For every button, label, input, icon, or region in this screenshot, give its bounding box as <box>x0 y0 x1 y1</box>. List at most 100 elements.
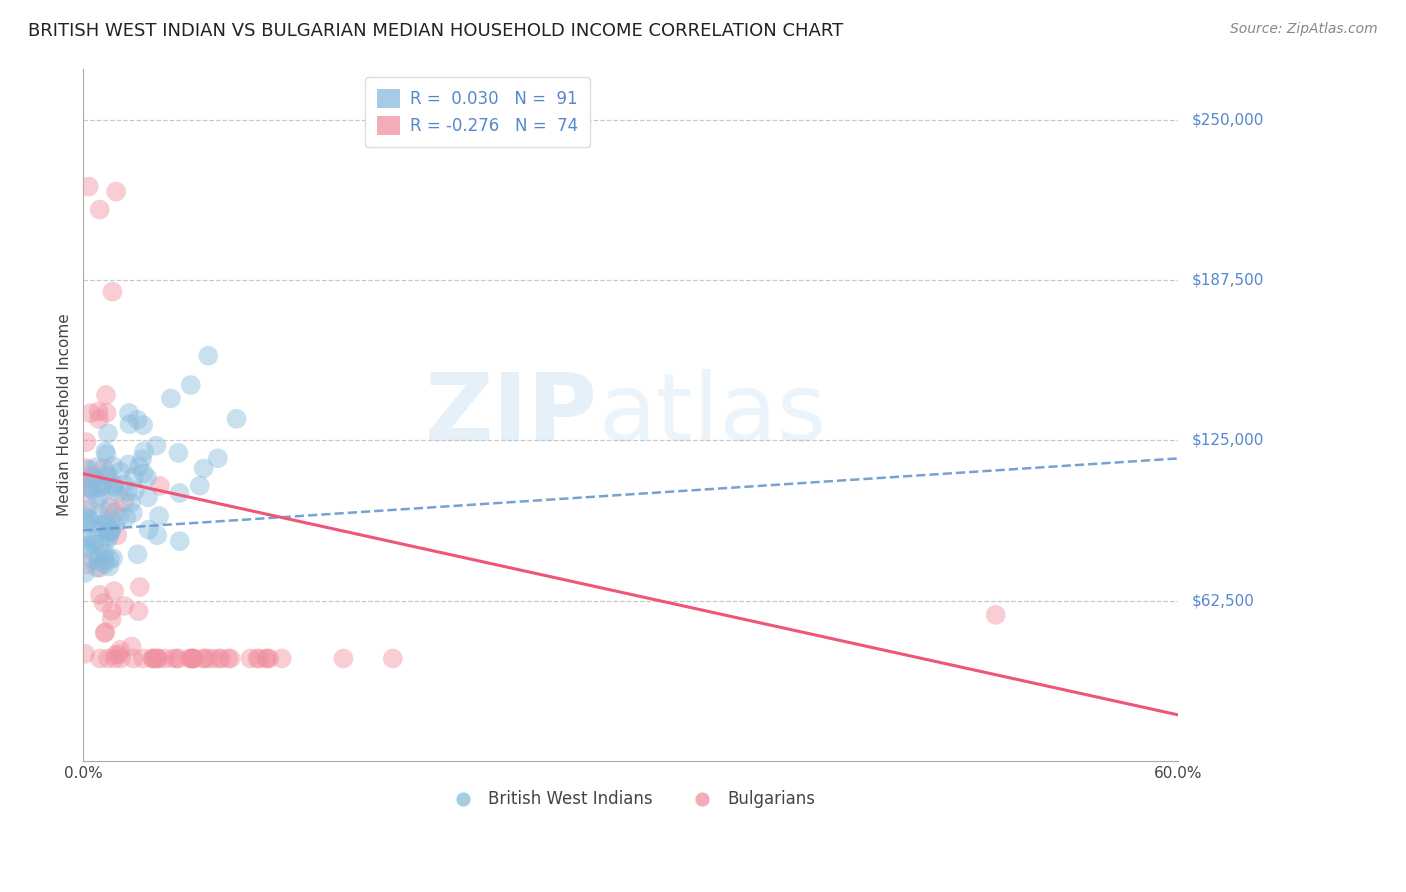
Point <box>193 651 215 665</box>
Point <box>84 460 107 475</box>
Point <box>96 469 118 483</box>
Point <box>87 508 110 522</box>
Point <box>256 651 278 665</box>
Point <box>79 481 101 495</box>
Text: Source: ZipAtlas.com: Source: ZipAtlas.com <box>1230 22 1378 37</box>
Point <box>128 459 150 474</box>
Point <box>90 517 112 532</box>
Point <box>146 651 169 665</box>
Point <box>124 483 146 498</box>
Point <box>181 651 204 665</box>
Point <box>132 651 155 665</box>
Point <box>183 651 205 665</box>
Point <box>259 651 281 665</box>
Point <box>87 404 110 418</box>
Point <box>180 378 202 392</box>
Point <box>179 651 201 665</box>
Point <box>76 558 98 572</box>
Point <box>169 486 191 500</box>
Point <box>93 461 115 475</box>
Point <box>97 530 120 544</box>
Point <box>127 547 149 561</box>
Point <box>381 651 404 665</box>
Point <box>103 480 125 494</box>
Point <box>75 461 97 475</box>
Point <box>75 435 97 450</box>
Point <box>121 640 143 654</box>
Point <box>98 500 121 514</box>
Point <box>142 651 165 665</box>
Point <box>75 481 97 495</box>
Point <box>75 647 97 661</box>
Point <box>146 651 169 665</box>
Point <box>270 651 292 665</box>
Text: ZIP: ZIP <box>425 368 598 461</box>
Point <box>86 491 108 505</box>
Point <box>82 516 104 531</box>
Point <box>124 469 146 483</box>
Point <box>118 417 141 432</box>
Point <box>153 651 176 665</box>
Text: $187,500: $187,500 <box>1192 273 1264 287</box>
Point <box>94 516 117 531</box>
Point <box>101 285 124 299</box>
Point <box>115 510 138 524</box>
Point <box>77 511 100 525</box>
Point <box>146 528 169 542</box>
Point <box>110 651 132 665</box>
Point <box>80 468 103 483</box>
Point <box>77 462 100 476</box>
Point <box>96 467 118 481</box>
Point <box>197 349 219 363</box>
Point <box>90 480 112 494</box>
Point <box>132 418 155 433</box>
Point <box>104 516 127 531</box>
Point <box>225 412 247 426</box>
Point <box>181 651 204 665</box>
Point <box>217 651 239 665</box>
Point <box>98 559 121 574</box>
Point <box>76 533 98 547</box>
Point <box>100 524 122 538</box>
Point <box>136 491 159 505</box>
Point <box>97 651 120 665</box>
Point <box>97 525 120 540</box>
Point <box>94 625 117 640</box>
Point <box>162 651 184 665</box>
Point <box>332 651 354 665</box>
Point <box>104 648 127 662</box>
Point <box>112 495 135 509</box>
Point <box>128 580 150 594</box>
Point <box>108 647 131 661</box>
Point <box>148 508 170 523</box>
Point <box>136 471 159 485</box>
Point <box>193 651 215 665</box>
Point <box>104 651 127 665</box>
Point <box>89 588 111 602</box>
Point <box>105 528 128 542</box>
Point <box>87 412 110 426</box>
Point <box>100 612 122 626</box>
Point <box>75 474 97 488</box>
Point <box>256 651 278 665</box>
Point <box>112 599 135 613</box>
Text: $62,500: $62,500 <box>1192 593 1256 608</box>
Point <box>75 480 97 494</box>
Point <box>101 551 124 566</box>
Point <box>97 426 120 441</box>
Point <box>80 483 103 497</box>
Point <box>180 651 202 665</box>
Point <box>87 549 110 564</box>
Point <box>89 560 111 574</box>
Point <box>75 517 97 532</box>
Point <box>193 461 215 475</box>
Point <box>93 551 115 566</box>
Point <box>75 511 97 525</box>
Point <box>167 446 190 460</box>
Point <box>101 477 124 491</box>
Point <box>127 413 149 427</box>
Point <box>86 560 108 574</box>
Point <box>160 392 183 406</box>
Point <box>96 533 118 547</box>
Point <box>94 558 117 572</box>
